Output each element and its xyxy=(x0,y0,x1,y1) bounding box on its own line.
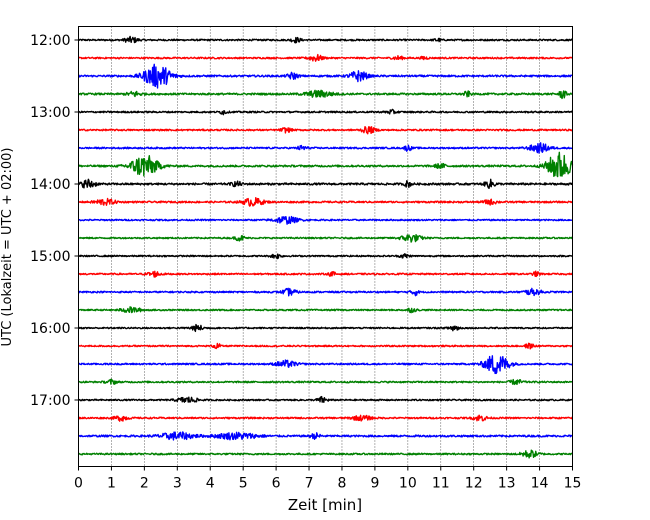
trace-1545 xyxy=(78,306,573,314)
x-tick-label: 4 xyxy=(206,476,215,492)
trace-1245 xyxy=(78,89,573,100)
x-tick-label: 15 xyxy=(564,476,582,492)
trace-1345 xyxy=(78,151,574,178)
trace-1745 xyxy=(78,449,573,459)
trace-1300 xyxy=(78,108,574,116)
y-tick-label: 17:00 xyxy=(30,393,70,409)
y-tick-label: 15:00 xyxy=(30,249,70,265)
ticks-layer: 0 1 2 3 4 5 6 7 8 9 10 11 12 13 14 1512:0013:0014:0015:… xyxy=(30,33,581,492)
trace-1400 xyxy=(77,178,573,189)
trace-1500 xyxy=(78,253,573,260)
x-tick-label: 3 xyxy=(173,476,182,492)
x-tick-label: 13 xyxy=(498,476,516,492)
y-tick-label: 12:00 xyxy=(30,33,70,49)
x-tick-label: 9 xyxy=(370,476,379,492)
trace-1215 xyxy=(77,53,574,62)
trace-1445 xyxy=(78,233,574,243)
x-tick-label: 6 xyxy=(272,476,281,492)
x-tick-label: 7 xyxy=(305,476,314,492)
trace-1330 xyxy=(77,142,574,154)
trace-1730 xyxy=(77,431,574,441)
x-axis-label: Zeit [min] xyxy=(288,496,362,514)
trace-1645 xyxy=(78,378,574,386)
x-tick-label: 10 xyxy=(399,476,417,492)
x-tick-label: 2 xyxy=(140,476,149,492)
trace-1315 xyxy=(78,126,574,135)
trace-1615 xyxy=(77,342,574,350)
trace-1515 xyxy=(77,270,574,278)
y-tick-label: 16:00 xyxy=(30,321,70,337)
x-tick-label: 8 xyxy=(338,476,347,492)
trace-1630 xyxy=(78,355,574,375)
trace-1200 xyxy=(78,35,573,44)
traces-layer xyxy=(77,35,574,459)
trace-1415 xyxy=(77,196,573,207)
x-tick-label: 5 xyxy=(239,476,248,492)
y-axis-label: UTC (Lokalzeit = UTC + 02:00) xyxy=(0,148,15,347)
grid-layer xyxy=(111,26,540,467)
trace-1600 xyxy=(77,323,574,333)
plot-frame xyxy=(78,26,573,467)
trace-1530 xyxy=(77,287,574,297)
y-tick-label: 14:00 xyxy=(30,177,70,193)
x-tick-label: 14 xyxy=(531,476,549,492)
trace-1230 xyxy=(78,63,573,89)
x-tick-label: 1 xyxy=(107,476,116,492)
trace-1715 xyxy=(77,414,574,422)
y-tick-label: 13:00 xyxy=(30,105,70,121)
trace-1700 xyxy=(77,395,574,404)
x-tick-label: 0 xyxy=(74,476,83,492)
trace-1430 xyxy=(78,215,573,225)
x-tick-label: 11 xyxy=(432,476,450,492)
x-tick-label: 12 xyxy=(465,476,483,492)
